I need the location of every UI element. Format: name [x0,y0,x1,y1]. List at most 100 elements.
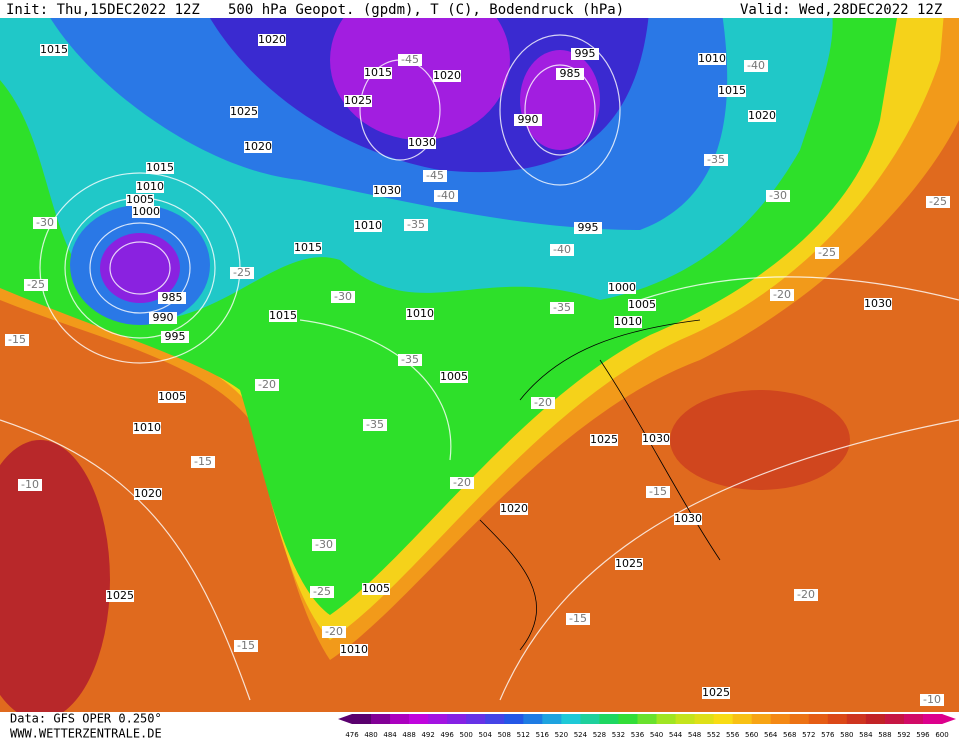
temperature-label: -20 [534,396,552,409]
temperature-label-box [5,334,29,346]
legend-swatch [618,714,638,724]
temperature-label-box [744,60,768,72]
legend-tick-label: 488 [402,731,415,739]
pressure-label-box [354,220,382,232]
pressure-label-box [373,185,401,197]
legend-swatch [808,714,829,724]
pressure-label-box [294,242,322,254]
temperature-label: -45 [401,53,419,66]
legend-tick-label: 584 [859,731,873,739]
pressure-label: 1005 [628,298,656,311]
pressure-label-box [344,95,372,107]
pressure-label: 1015 [294,241,322,254]
legend-swatch [371,714,391,724]
legend-swatch [599,714,619,724]
temperature-label: -40 [747,59,765,72]
pressure-label-box [698,53,726,65]
temperature-label-box [404,219,428,231]
temperature-label-box [794,589,818,601]
legend-swatch [713,714,734,724]
pressure-label: 1015 [40,43,68,56]
legend-tick-label: 564 [764,731,778,739]
legend-swatch [846,714,867,724]
pressure-label: 1025 [590,433,618,446]
temperature-label-box [770,289,794,301]
temperature-label-box [704,154,728,166]
pressure-label-box [362,583,390,595]
pressure-label: 995 [575,47,596,60]
pressure-label: 1030 [864,297,892,310]
pressure-label: 1030 [373,184,401,197]
pressure-label-box [718,85,746,97]
temperature-label-box [363,419,387,431]
legend-swatch [428,714,448,724]
legend-tick-label: 520 [555,731,568,739]
pressure-label-box [269,310,297,322]
pressure-label-box [590,434,618,446]
pressure-label-box [244,141,272,153]
pressure-label: 1005 [440,370,468,383]
pressure-label-box [149,312,177,324]
legend-swatch [884,714,905,724]
temperature-label-box [815,247,839,259]
temperature-label: -15 [569,612,587,625]
temperature-label-box [398,354,422,366]
temperature-label: -15 [8,333,26,346]
legend-swatch [447,714,467,724]
temperature-label: -30 [36,216,54,229]
temperature-label-box [550,302,574,314]
temperature-label-box [531,397,555,409]
pressure-label: 1030 [642,432,670,445]
data-source: Data: GFS OPER 0.250° [10,712,162,726]
legend-swatch [675,714,696,724]
site-name: WWW.WETTERZENTRALE.DE [10,727,162,741]
pressure-label-box [556,68,584,80]
legend-tick-label: 508 [498,731,511,739]
legend-swatch [751,714,772,724]
temperature-label: -25 [818,246,836,259]
legend-swatch [903,714,924,724]
legend-tick-label: 600 [935,731,948,739]
pressure-label-box [408,137,436,149]
pressure-label: 1025 [230,105,258,118]
legend-tick-label: 576 [821,731,835,739]
legend-swatch [561,714,581,724]
pressure-label-box [614,316,642,328]
legend-swatch [656,714,677,724]
pressure-label: 1015 [269,309,297,322]
temperature-label-box [331,291,355,303]
temperature-label: -40 [437,189,455,202]
legend-tick-label: 588 [878,731,891,739]
pressure-label-box [440,371,468,383]
pressure-label-box [126,194,154,206]
pressure-label: 1005 [126,193,154,206]
legend-tick-label: 596 [916,731,930,739]
legend-tick-label: 560 [745,731,758,739]
pressure-label-box [500,503,528,515]
pressure-label: 1005 [158,390,186,403]
legend-tick-label: 516 [536,731,550,739]
legend-tick-label: 504 [479,731,493,739]
pressure-label: 1000 [608,281,636,294]
legend-tick-label: 552 [707,731,720,739]
map-background [0,0,959,720]
legend-swatch [352,714,372,724]
temperature-label-box [312,539,336,551]
pressure-label: 990 [153,311,174,324]
pressure-label-box [158,292,186,304]
legend-swatch [504,714,524,724]
pressure-label: 995 [578,221,599,234]
legend-tick-label: 580 [840,731,853,739]
pressure-label: 1020 [433,69,461,82]
pressure-label-box [106,590,134,602]
temperature-label: -20 [453,476,471,489]
legend-swatch [732,714,753,724]
legend-tick-label: 496 [440,731,454,739]
legend-tick-label: 556 [726,731,740,739]
legend-tick-label: 568 [783,731,796,739]
pressure-label-box [134,488,162,500]
pressure-label-box [40,44,68,56]
temperature-label: -15 [649,485,667,498]
legend-swatch [865,714,886,724]
